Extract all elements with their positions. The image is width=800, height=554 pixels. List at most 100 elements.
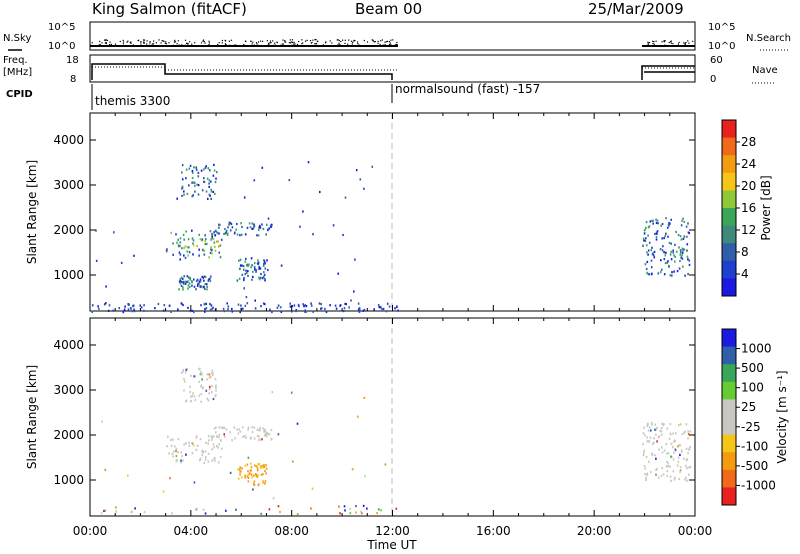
power-cell <box>179 278 182 281</box>
power-cell <box>185 177 187 180</box>
power-cell <box>178 288 180 291</box>
power-cell <box>681 251 684 255</box>
power-cell <box>253 265 256 269</box>
power-cell <box>363 308 366 312</box>
power-cell <box>262 264 265 267</box>
nsky-dot <box>396 44 398 46</box>
power-cell <box>143 309 145 312</box>
nsky-dot <box>266 40 268 42</box>
velocity-cell <box>655 433 657 436</box>
nsky-dot <box>655 40 657 42</box>
power-cell <box>682 217 684 220</box>
nsky-dot <box>289 39 291 41</box>
power-cell <box>261 277 264 280</box>
nsky-dot <box>269 42 271 44</box>
power-cell <box>243 277 245 280</box>
power-cell <box>257 228 260 231</box>
station-title: King Salmon (fitACF) <box>92 0 247 18</box>
nsky-dot <box>372 40 374 42</box>
power-cell <box>681 257 684 260</box>
power-cell <box>670 242 672 245</box>
power-cell <box>377 304 380 307</box>
power-cell <box>659 271 662 274</box>
velocity-cell <box>270 428 273 432</box>
velocity-cell <box>263 466 266 469</box>
nsky-dot <box>396 41 398 44</box>
power-cell <box>162 309 165 312</box>
power-cell <box>210 248 212 251</box>
velocity-cell <box>240 470 242 473</box>
velocity-cell <box>642 443 644 446</box>
nsky-dot <box>255 42 258 44</box>
velocity-cell <box>667 452 670 455</box>
velocity-cell <box>644 473 646 476</box>
power-cell <box>187 280 189 283</box>
nsky-dot <box>294 43 296 45</box>
nsky-dot <box>177 40 179 42</box>
power-cell <box>218 251 221 254</box>
velocity-cell <box>239 468 241 471</box>
freq-panel <box>89 54 696 83</box>
velocity-cell <box>688 447 691 450</box>
power-cell <box>205 238 207 241</box>
nsky-dot <box>304 40 307 42</box>
power-cell <box>237 303 240 306</box>
velocity-cell <box>343 505 346 508</box>
power-cell <box>385 310 388 313</box>
velocity-cell <box>669 422 672 426</box>
velocity-cell <box>687 430 689 433</box>
velocity-cell <box>213 457 215 460</box>
velocity-cell <box>264 428 266 431</box>
nsky-dot <box>186 42 188 44</box>
power-cell <box>179 253 182 256</box>
power-cell <box>179 244 181 247</box>
power-cell <box>277 304 280 307</box>
velocity-cell <box>198 367 201 370</box>
nsky-dot <box>337 39 339 41</box>
nsky-dot <box>312 39 314 41</box>
velocity-cell <box>168 452 170 455</box>
power-cell <box>239 267 241 270</box>
velocity-cell <box>183 378 185 381</box>
power-cell <box>230 222 233 226</box>
velocity-cell <box>380 509 382 512</box>
colorbar-swatch <box>722 208 736 227</box>
velocity-cell <box>672 446 674 449</box>
power-cell <box>668 265 670 268</box>
nsky-dot <box>162 40 164 42</box>
velocity-cell <box>188 444 191 447</box>
power-cell <box>202 277 204 280</box>
colorbar-swatch <box>722 329 736 348</box>
power-cell <box>669 274 671 277</box>
power-cell <box>213 245 216 248</box>
power-cell <box>189 277 192 280</box>
velocity-cell <box>689 445 691 448</box>
nsky-dot <box>363 39 365 42</box>
power-cell <box>191 169 194 173</box>
power-cell <box>204 287 206 290</box>
velocity-cell <box>209 385 211 389</box>
velocity-cell <box>665 465 668 468</box>
nsky-dot <box>189 41 191 43</box>
nsky-dot <box>208 42 210 44</box>
power-cell <box>128 303 130 306</box>
power-cell <box>191 181 193 184</box>
power-cell <box>204 234 206 237</box>
power-cell <box>651 246 653 249</box>
nsky-dot <box>290 41 293 43</box>
velocity-cell <box>311 487 314 490</box>
power-cell <box>192 239 195 242</box>
velocity-cell <box>257 463 259 466</box>
power-cell <box>678 267 681 270</box>
power-cell <box>181 171 183 174</box>
velocity-cell <box>259 438 261 441</box>
power-cell <box>680 251 682 254</box>
power-cell <box>181 247 183 250</box>
power-cell <box>204 310 206 313</box>
velocity-cell <box>223 433 225 436</box>
nsky-dot <box>337 44 339 46</box>
power-cell <box>193 285 196 288</box>
power-cell <box>263 273 266 276</box>
power-cell <box>227 305 230 308</box>
nsky-dot <box>130 41 132 43</box>
